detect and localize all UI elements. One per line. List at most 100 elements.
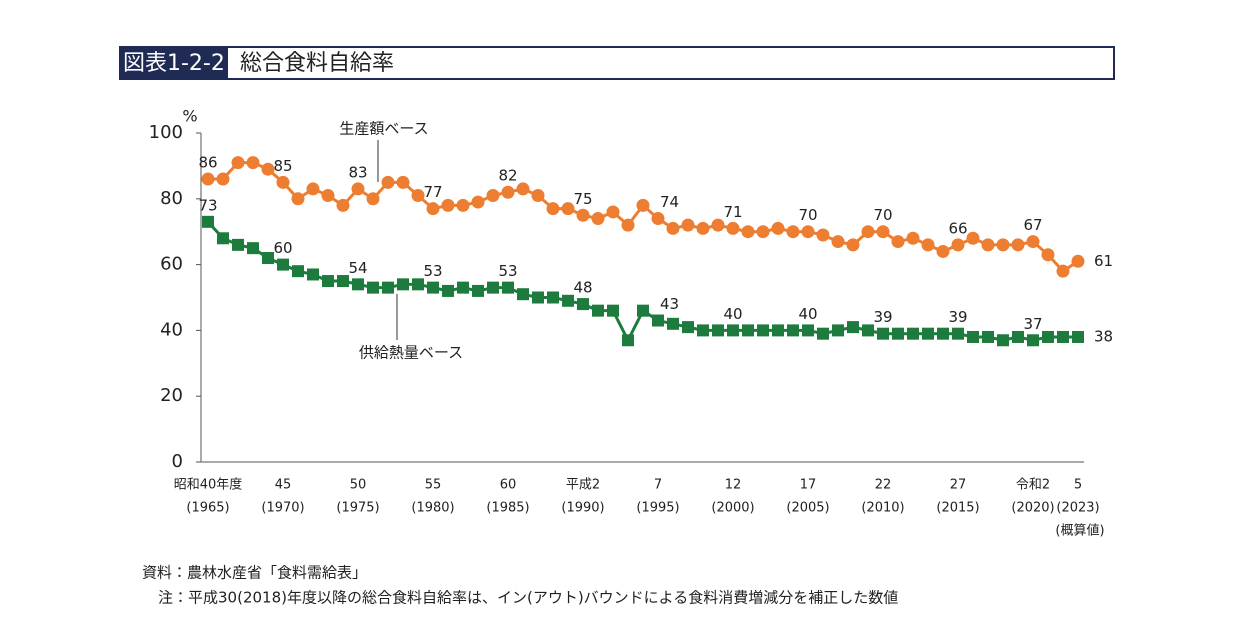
marker: [622, 334, 634, 347]
x-tick-label: 55: [425, 478, 442, 493]
chart-title: 総合食料自給率: [240, 51, 394, 76]
value-label: 48: [573, 279, 592, 297]
x-tick-year: (2020): [1011, 501, 1054, 516]
marker: [937, 327, 949, 340]
y-tick-label: 100: [149, 122, 183, 143]
marker: [786, 225, 800, 239]
x-tick-label: 60: [500, 478, 517, 493]
marker: [982, 330, 994, 343]
marker: [427, 281, 439, 294]
x-tick-label: 22: [875, 478, 892, 493]
marker: [951, 238, 965, 252]
marker: [351, 182, 365, 196]
marker: [816, 228, 830, 242]
x-tick-label: 令和2: [1016, 478, 1050, 493]
marker: [1071, 254, 1085, 268]
marker: [757, 324, 769, 337]
marker: [1072, 330, 1084, 343]
marker: [1012, 330, 1024, 343]
marker: [277, 258, 289, 271]
value-label: 85: [273, 157, 292, 175]
title-label: 図表1-2-2: [123, 51, 225, 76]
value-label: 53: [423, 262, 442, 280]
series-annotation: 供給熱量ベース: [359, 344, 463, 362]
value-label: 40: [723, 305, 742, 323]
x-tick-label: 17: [800, 478, 817, 493]
marker: [846, 238, 860, 252]
marker: [486, 189, 500, 203]
marker: [637, 304, 649, 317]
value-label: 82: [498, 167, 517, 185]
marker: [936, 244, 950, 258]
note: 注：平成30(2018)年度以降の総合食料自給率は、イン(アウト)バウンドによる…: [158, 589, 898, 607]
x-tick-label: 平成2: [566, 478, 600, 493]
marker: [501, 185, 515, 199]
marker: [262, 252, 274, 265]
title-label-bg: [120, 47, 228, 79]
marker: [831, 235, 845, 249]
marker: [756, 225, 770, 239]
x-tick-label: 5: [1074, 478, 1082, 493]
y-tick-label: 0: [172, 451, 183, 472]
marker: [276, 175, 290, 189]
x-tick-year: (1995): [636, 501, 679, 516]
series-annotation: 生産額ベース: [339, 120, 428, 138]
marker: [967, 330, 979, 343]
marker: [891, 235, 905, 249]
marker: [1057, 330, 1069, 343]
x-tick-year: (1990): [561, 501, 604, 516]
marker: [292, 265, 304, 278]
marker: [487, 281, 499, 294]
marker: [367, 281, 379, 294]
y-unit: %: [182, 107, 197, 126]
marker: [201, 172, 215, 186]
marker: [456, 198, 470, 212]
marker: [306, 182, 320, 196]
marker: [966, 231, 980, 245]
marker: [861, 225, 875, 239]
marker: [712, 324, 724, 337]
marker: [441, 198, 455, 212]
marker: [652, 314, 664, 327]
value-label: 70: [798, 206, 817, 224]
marker: [531, 189, 545, 203]
marker: [561, 202, 575, 216]
marker: [562, 294, 574, 307]
x-tick-label: 50: [350, 478, 367, 493]
value-label: 74: [660, 193, 679, 211]
marker: [907, 327, 919, 340]
marker: [1042, 330, 1054, 343]
x-tick-label: 12: [725, 478, 742, 493]
marker: [681, 218, 695, 232]
marker: [742, 324, 754, 337]
marker: [246, 156, 260, 170]
x-tick-year: (1975): [336, 501, 379, 516]
y-tick-label: 40: [160, 319, 183, 340]
marker: [412, 278, 424, 291]
marker: [802, 324, 814, 337]
marker: [592, 304, 604, 317]
value-label: 39: [948, 308, 967, 326]
marker: [502, 281, 514, 294]
marker: [532, 291, 544, 304]
x-tick-year: (2010): [861, 501, 904, 516]
marker: [771, 221, 785, 235]
value-label: 39: [873, 308, 892, 326]
marker: [952, 327, 964, 340]
marker: [516, 182, 530, 196]
marker: [832, 324, 844, 337]
y-tick-label: 20: [160, 385, 183, 406]
marker: [981, 238, 995, 252]
marker: [352, 278, 364, 291]
marker: [397, 278, 409, 291]
marker: [576, 208, 590, 222]
source: 資料：農林水産省「食料需給表」: [142, 564, 367, 582]
x-tick-year: (1965): [186, 501, 229, 516]
marker: [847, 321, 859, 334]
marker: [711, 218, 725, 232]
marker: [411, 189, 425, 203]
marker: [772, 324, 784, 337]
marker: [801, 225, 815, 239]
y-tick-label: 60: [160, 254, 183, 275]
x-tick-label: 27: [950, 478, 967, 493]
